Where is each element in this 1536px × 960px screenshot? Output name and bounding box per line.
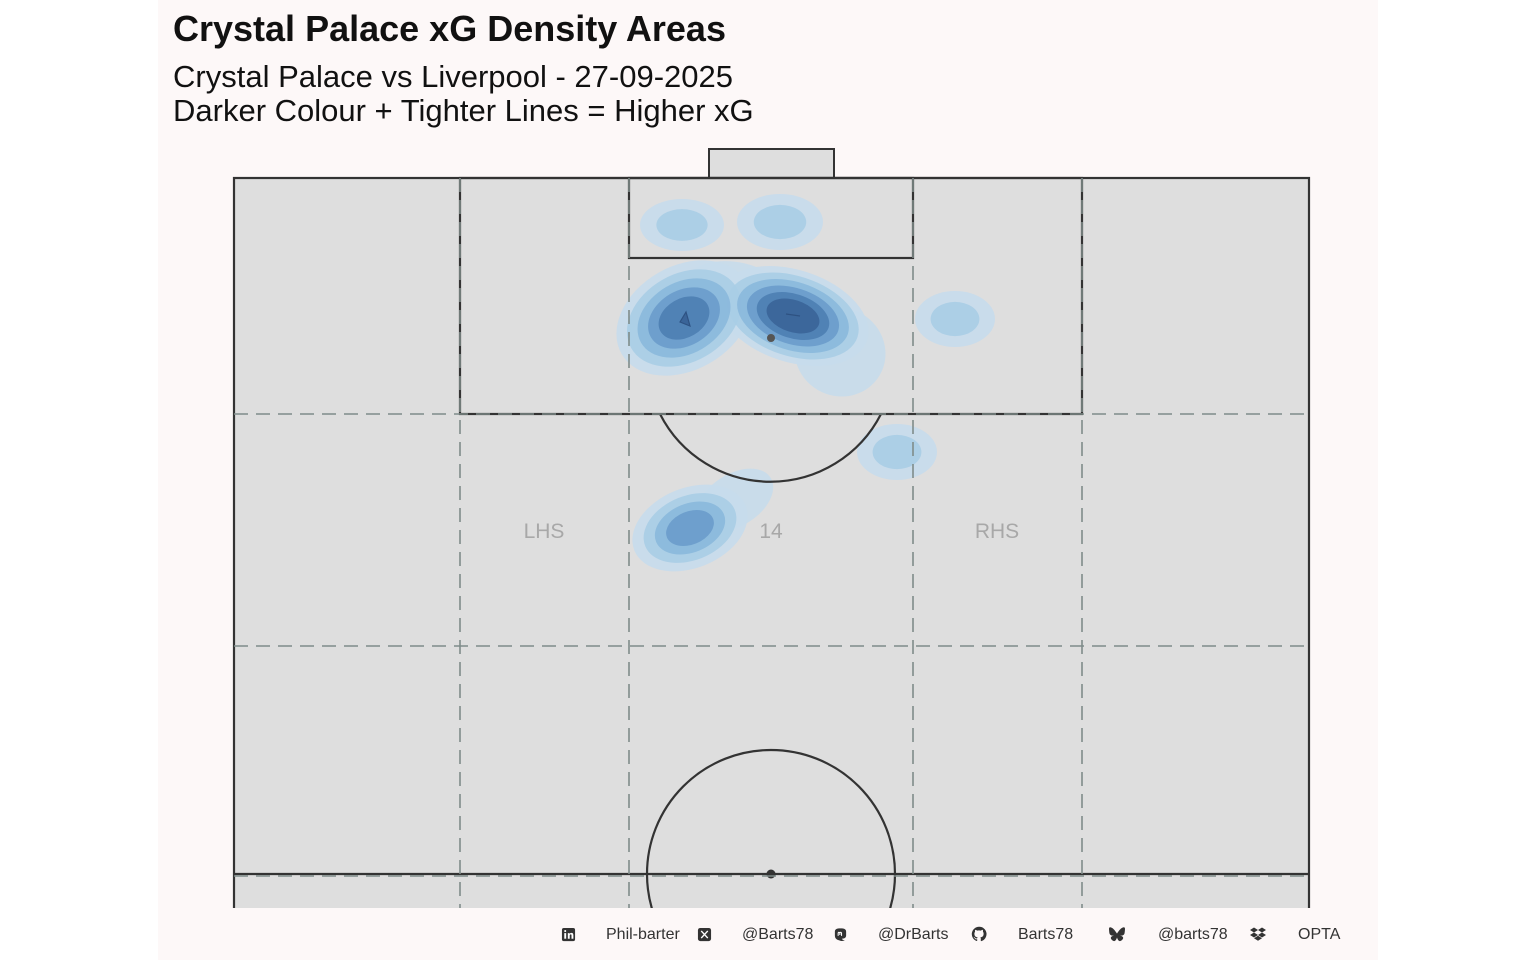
- caption-x-handle: @Barts78: [742, 926, 814, 943]
- six-yard-box: [627, 176, 915, 260]
- chart-title: Crystal Palace xG Density Areas: [173, 8, 726, 49]
- caption-linkedin-handle: Phil-barter: [606, 926, 680, 943]
- zone-grid: [234, 178, 1309, 908]
- caption-bluesky-handle: @barts78: [1158, 926, 1228, 943]
- github-icon: [971, 926, 987, 942]
- caption-github-handle: Barts78: [1018, 926, 1074, 943]
- goal: [708, 148, 835, 179]
- density-contour-6-level-4: [666, 510, 714, 546]
- zone-label-14: 14: [759, 520, 783, 543]
- xg-density-contours: [616, 194, 995, 572]
- chart-subtitle-explanation: Darker Colour + Tighter Lines = Higher x…: [173, 93, 754, 128]
- density-core-mark: [679, 310, 801, 328]
- caption-mastodon-handle: @DrBarts: [878, 926, 949, 943]
- density-contour-1-level-2: [753, 204, 807, 240]
- penalty-arc: [659, 413, 882, 483]
- density-contour-5-level-2: [872, 434, 922, 470]
- zone-label-rhs: RHS: [975, 520, 1019, 543]
- density-contour-0-level-2: [656, 209, 708, 241]
- chart-subtitle-match: Crystal Palace vs Liverpool - 27-09-2025: [173, 59, 733, 94]
- bluesky-icon: [1109, 926, 1125, 942]
- x-twitter-icon: [696, 926, 712, 942]
- caption-data-source: OPTA: [1298, 926, 1341, 943]
- dropbox-icon: [1250, 926, 1266, 942]
- density-contour-3-level-6: [766, 298, 820, 334]
- zone-label-lhs: LHS: [524, 520, 565, 543]
- penalty-spot: [767, 334, 775, 342]
- mastodon-icon: [832, 926, 848, 942]
- centre-circle: [645, 748, 897, 908]
- linkedin-icon: [560, 926, 576, 942]
- caption-bar: Phil-barter @Barts78 @DrBarts Barts78 @b…: [0, 922, 1536, 950]
- density-contour-4-level-2: [930, 301, 980, 337]
- centre-spot: [766, 869, 776, 879]
